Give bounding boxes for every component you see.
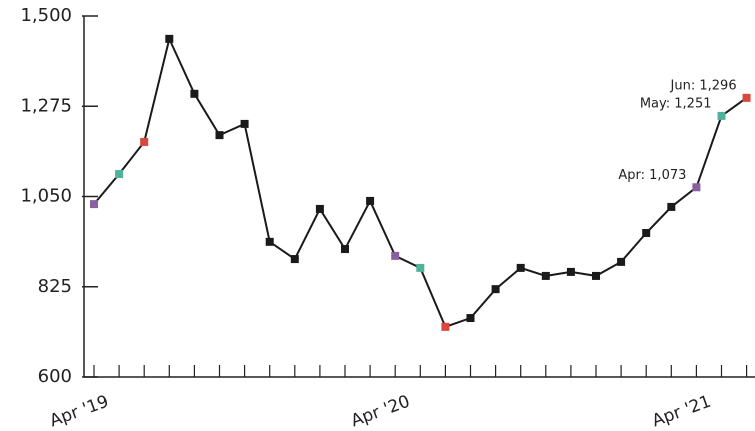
x-tick-label: Apr '20 <box>348 392 412 431</box>
x-tick-label: Apr '19 <box>47 392 111 431</box>
marker <box>541 271 550 280</box>
y-tick-label: 1,275 <box>20 95 72 116</box>
data-label: Jun: 1,296 <box>670 78 737 93</box>
marker <box>240 119 249 128</box>
marker <box>190 89 199 98</box>
marker <box>115 170 124 179</box>
marker <box>215 131 224 140</box>
marker <box>391 251 400 260</box>
marker <box>667 202 676 211</box>
data-label: May: 1,251 <box>640 96 712 111</box>
marker <box>642 229 651 238</box>
y-tick-label: 1,500 <box>20 5 72 26</box>
marker <box>165 34 174 43</box>
marker <box>692 183 701 192</box>
data-label: Apr: 1,073 <box>618 168 686 183</box>
marker <box>466 314 475 323</box>
marker <box>592 271 600 280</box>
marker <box>491 285 500 294</box>
marker <box>516 263 525 272</box>
marker <box>290 255 299 264</box>
marker <box>416 263 425 272</box>
marker <box>366 196 375 205</box>
y-tick-label: 825 <box>38 276 72 297</box>
marker <box>90 200 98 209</box>
marker <box>140 137 149 146</box>
y-tick-label: 1,050 <box>20 186 72 207</box>
marker <box>341 245 349 254</box>
marker <box>617 257 626 266</box>
marker <box>441 322 450 331</box>
x-tick-label: Apr '21 <box>650 392 714 431</box>
marker <box>265 237 274 246</box>
line <box>93 35 748 329</box>
marker <box>717 111 726 120</box>
marker <box>566 267 575 276</box>
marker <box>742 93 751 102</box>
y-tick-label: 600 <box>38 366 72 387</box>
marker <box>315 204 324 213</box>
